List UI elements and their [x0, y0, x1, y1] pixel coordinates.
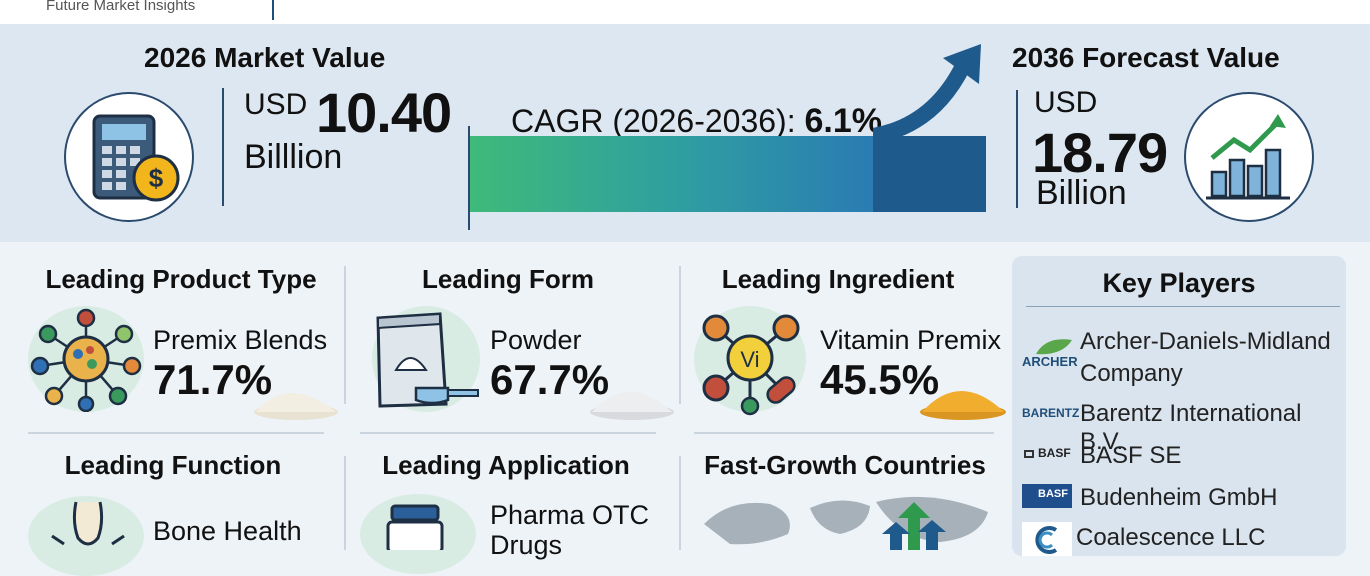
- growth-chart-icon: [1184, 92, 1314, 222]
- cagr-label: CAGR (2026-2036): 6.1%: [511, 102, 882, 141]
- ingredient-label: Vitamin Premix: [820, 325, 1002, 355]
- row-divider-2: [360, 432, 656, 434]
- application-label-line1: Pharma OTC: [490, 500, 650, 530]
- function-label: Bone Health: [153, 516, 302, 546]
- archer-leaf-icon: [1036, 339, 1072, 355]
- market-value-number: 10.40: [316, 81, 452, 144]
- powder-bag-icon: [376, 312, 479, 408]
- growth-arrow-icon: [873, 44, 981, 140]
- grey-powder-pile-icon: [590, 392, 674, 420]
- cagr-label-text: CAGR (2026-2036):: [511, 103, 805, 139]
- form-label: Powder: [490, 325, 582, 355]
- coalescence-logo-box: [1022, 522, 1072, 556]
- forecast-value-number: 18.79: [1032, 121, 1168, 184]
- key-players-panel: Key Players ARCHER Archer-Daniels-Midlan…: [1012, 256, 1346, 556]
- application-label-line2: Drugs: [490, 530, 563, 560]
- forecast-value-currency: USD: [1034, 86, 1098, 119]
- brand-name: Future Market Insights: [46, 0, 196, 14]
- top-bar: Future Market Insights: [0, 0, 1370, 24]
- player-3-name: BASF SE: [1080, 442, 1182, 469]
- brand-divider: [272, 0, 274, 20]
- forecast-value-divider: [1016, 90, 1018, 208]
- barentz-logo: BARENTZ: [1022, 406, 1080, 420]
- product-type-label: Premix Blends: [153, 325, 328, 355]
- player-1-name-line2: Company: [1080, 360, 1183, 387]
- bone-joint-icon: [51, 501, 125, 546]
- key-players-title: Key Players: [1102, 268, 1256, 298]
- market-value-title: 2026 Market Value: [144, 42, 386, 73]
- row-divider-3: [694, 432, 994, 434]
- world-map-icon: [704, 496, 988, 550]
- row-divider-1: [28, 432, 324, 434]
- white-powder-pile-icon: [254, 393, 338, 420]
- ingredient-pct: 45.5%: [820, 356, 940, 403]
- coalescence-logo-icon: [1035, 526, 1058, 554]
- player-5-name: Coalescence LLC: [1076, 524, 1266, 551]
- archer-logo: ARCHER: [1022, 354, 1078, 369]
- pill-bottle-icon: [386, 504, 444, 550]
- basf-logo: BASF: [1038, 446, 1071, 460]
- cagr-value: 6.1%: [804, 102, 882, 140]
- budenheim-logo-box: [1022, 484, 1072, 508]
- product-type-pct: 71.7%: [153, 356, 273, 403]
- countries-title: Fast-Growth Countries: [704, 450, 986, 480]
- basf-logo-mark: [1024, 450, 1034, 458]
- col-divider-2: [679, 266, 681, 404]
- calculator-icon: $: [64, 92, 194, 222]
- network-icon: [30, 308, 142, 412]
- form-title: Leading Form: [422, 264, 594, 294]
- market-value-unit: Billlion: [244, 138, 343, 176]
- key-players-divider: [1026, 306, 1340, 307]
- function-title: Leading Function: [64, 450, 282, 480]
- application-title: Leading Application: [382, 450, 630, 480]
- forecast-value-unit: Billion: [1036, 174, 1127, 212]
- col-divider-3: [344, 456, 346, 550]
- budenheim-logo: BASF: [1038, 488, 1068, 500]
- vitamin-icon-text: Vi: [740, 347, 759, 372]
- form-pct: 67.7%: [490, 356, 610, 403]
- cagr-bar-start: [468, 126, 470, 230]
- product-type-title: Leading Product Type: [45, 264, 317, 294]
- market-value-currency: USD: [244, 88, 308, 121]
- svg-text:$: $: [149, 163, 164, 193]
- player-1-name-line1: Archer-Daniels-Midland: [1080, 328, 1331, 355]
- market-value-divider: [222, 88, 224, 206]
- orange-powder-pile-icon: [920, 391, 1006, 420]
- cagr-bar-end: [873, 136, 986, 212]
- forecast-value-title: 2036 Forecast Value: [1012, 42, 1280, 73]
- player-2-name: Barentz International B.V.: [1080, 400, 1302, 455]
- player-4-name: Budenheim GmbH: [1080, 484, 1278, 511]
- col-divider-1: [344, 266, 346, 404]
- ingredient-title: Leading Ingredient: [721, 264, 955, 294]
- col-divider-4: [679, 456, 681, 550]
- vitamin-molecule-icon: Vi: [702, 314, 800, 416]
